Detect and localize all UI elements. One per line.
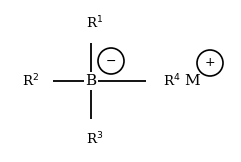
Text: M: M [184, 74, 200, 88]
Text: R$^2$: R$^2$ [22, 73, 39, 89]
Text: +: + [205, 57, 215, 69]
Text: R$^4$: R$^4$ [163, 73, 181, 89]
Text: R$^3$: R$^3$ [86, 131, 104, 148]
Text: −: − [106, 54, 116, 68]
Text: R$^1$: R$^1$ [87, 14, 104, 31]
Text: B: B [86, 74, 97, 88]
